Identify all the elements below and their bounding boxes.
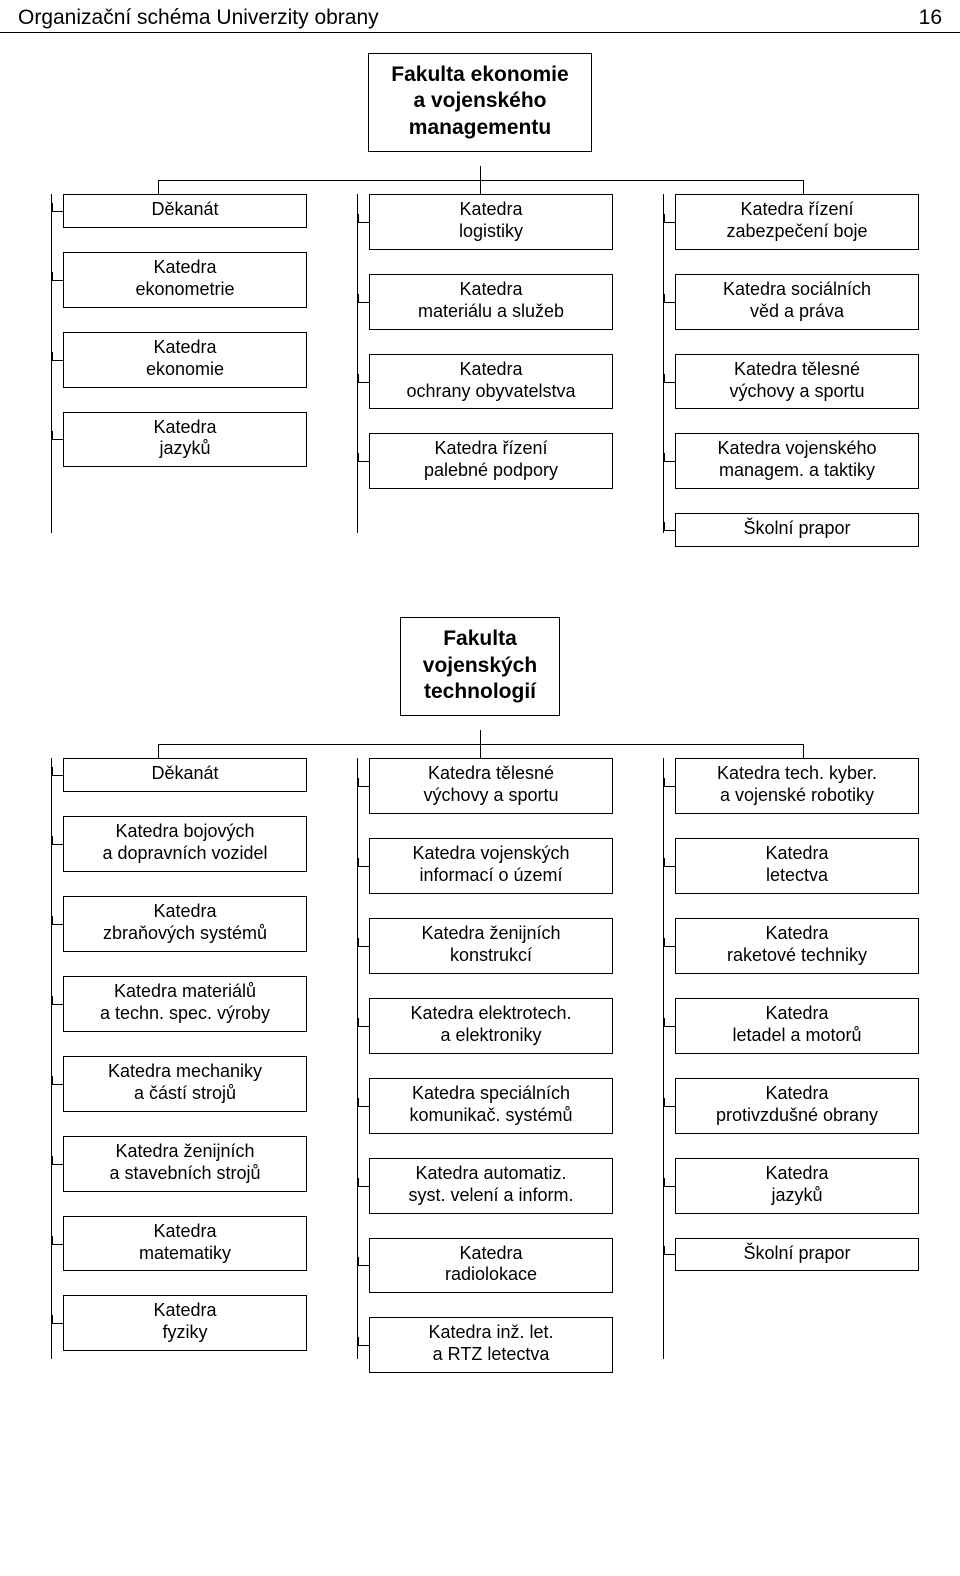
- content: Fakulta ekonomie a vojenského management…: [0, 33, 960, 1483]
- faculty2-node-0-1: Katedra bojových a dopravních vozidel: [63, 816, 307, 872]
- faculty1-node-0-2: Katedra ekonomie: [63, 332, 307, 388]
- faculty1-node-2-0: Katedra řízení zabezpečení boje: [675, 194, 919, 250]
- faculty2-node-1-1: Katedra vojenských informací o území: [369, 838, 613, 894]
- page-header: Organizační schéma Univerzity obrany 16: [0, 0, 960, 33]
- faculty1-node-0-1: Katedra ekonometrie: [63, 252, 307, 308]
- faculty2-title: Fakulta vojenských technologií: [400, 617, 560, 716]
- faculty2-node-2-6: Školní prapor: [675, 1238, 919, 1272]
- bus-riser-2: [803, 744, 804, 758]
- faculty2-node-0-3: Katedra materiálů a techn. spec. výroby: [63, 976, 307, 1032]
- faculty2-node-0-7: Katedra fyziky: [63, 1295, 307, 1351]
- faculty2-node-1-2: Katedra ženijních konstrukcí: [369, 918, 613, 974]
- faculty2-node-1-4: Katedra speciálních komunikač. systémů: [369, 1078, 613, 1134]
- faculty2-block: Fakulta vojenských technologií Děkanát Ka…: [18, 617, 942, 1373]
- faculty2-col-0: Děkanát Katedra bojových a dopravních voz…: [41, 758, 307, 1373]
- faculty1-node-1-2: Katedra ochrany obyvatelstva: [369, 354, 613, 410]
- faculty2-node-2-2: Katedra raketové techniky: [675, 918, 919, 974]
- faculty2-node-2-5: Katedra jazyků: [675, 1158, 919, 1214]
- faculty2-node-1-0: Katedra tělesné výchovy a sportu: [369, 758, 613, 814]
- bus-riser-0: [158, 744, 159, 758]
- faculty1-node-0-3: Katedra jazyků: [63, 412, 307, 468]
- faculty2-node-0-4: Katedra mechaniky a částí strojů: [63, 1056, 307, 1112]
- faculty1-node-1-0: Katedra logistiky: [369, 194, 613, 250]
- bus-riser-2: [803, 180, 804, 194]
- faculty1-node-1-3: Katedra řízení palebné podpory: [369, 433, 613, 489]
- faculty1-node-0-0: Děkanát: [63, 194, 307, 228]
- faculty2-node-0-6: Katedra matematiky: [63, 1216, 307, 1272]
- faculty2-node-1-7: Katedra inž. let. a RTZ letectva: [369, 1317, 613, 1373]
- faculty1-title-wrap: Fakulta ekonomie a vojenského management…: [18, 53, 942, 152]
- faculty2-node-2-0: Katedra tech. kyber. a vojenské robotiky: [675, 758, 919, 814]
- faculty2-node-0-5: Katedra ženijních a stavebních strojů: [63, 1136, 307, 1192]
- faculty1-node-2-1: Katedra sociálních věd a práva: [675, 274, 919, 330]
- faculty1-bus: [38, 166, 923, 194]
- faculty1-title: Fakulta ekonomie a vojenského management…: [368, 53, 591, 152]
- faculty1-node-2-3: Katedra vojenského managem. a taktiky: [675, 433, 919, 489]
- header-title: Organizační schéma Univerzity obrany: [18, 6, 379, 30]
- faculty2-node-1-6: Katedra radiolokace: [369, 1238, 613, 1294]
- faculty1-node-1-1: Katedra materiálu a služeb: [369, 274, 613, 330]
- faculty2-title-wrap: Fakulta vojenských technologií: [18, 617, 942, 716]
- page-number: 16: [919, 6, 942, 30]
- faculty2-node-0-0: Děkanát: [63, 758, 307, 792]
- faculty2-node-0-2: Katedra zbraňových systémů: [63, 896, 307, 952]
- faculty2-node-1-3: Katedra elektrotech. a elektroniky: [369, 998, 613, 1054]
- faculty2-bus: [38, 730, 923, 758]
- faculty1-block: Fakulta ekonomie a vojenského management…: [18, 53, 942, 547]
- bus-riser-1: [480, 180, 481, 194]
- bus-riser-0: [158, 180, 159, 194]
- bus-vdrop: [480, 730, 481, 744]
- faculty1-node-2-4: Školní prapor: [675, 513, 919, 547]
- faculty1-node-2-2: Katedra tělesné výchovy a sportu: [675, 354, 919, 410]
- faculty1-col-0: Děkanát Katedra ekonometrie Katedra ekonom…: [41, 194, 307, 548]
- faculty2-node-2-3: Katedra letadel a motorů: [675, 998, 919, 1054]
- faculty1-col-2: Katedra řízení zabezpečení boje Katedra s…: [653, 194, 919, 548]
- faculty1-col-1: Katedra logistiky Katedra materiálu a slu…: [347, 194, 613, 548]
- faculty2-col-1: Katedra tělesné výchovy a sportu Katedra …: [347, 758, 613, 1373]
- faculty2-columns: Děkanát Katedra bojových a dopravních voz…: [18, 758, 942, 1373]
- bus-vdrop: [480, 166, 481, 180]
- bus-riser-1: [480, 744, 481, 758]
- faculty2-node-2-4: Katedra protivzdušné obrany: [675, 1078, 919, 1134]
- faculty2-node-1-5: Katedra automatiz. syst. velení a inform…: [369, 1158, 613, 1214]
- faculty2-node-2-1: Katedra letectva: [675, 838, 919, 894]
- faculty1-columns: Děkanát Katedra ekonometrie Katedra ekonom…: [18, 194, 942, 548]
- faculty2-col-2: Katedra tech. kyber. a vojenské robotiky…: [653, 758, 919, 1373]
